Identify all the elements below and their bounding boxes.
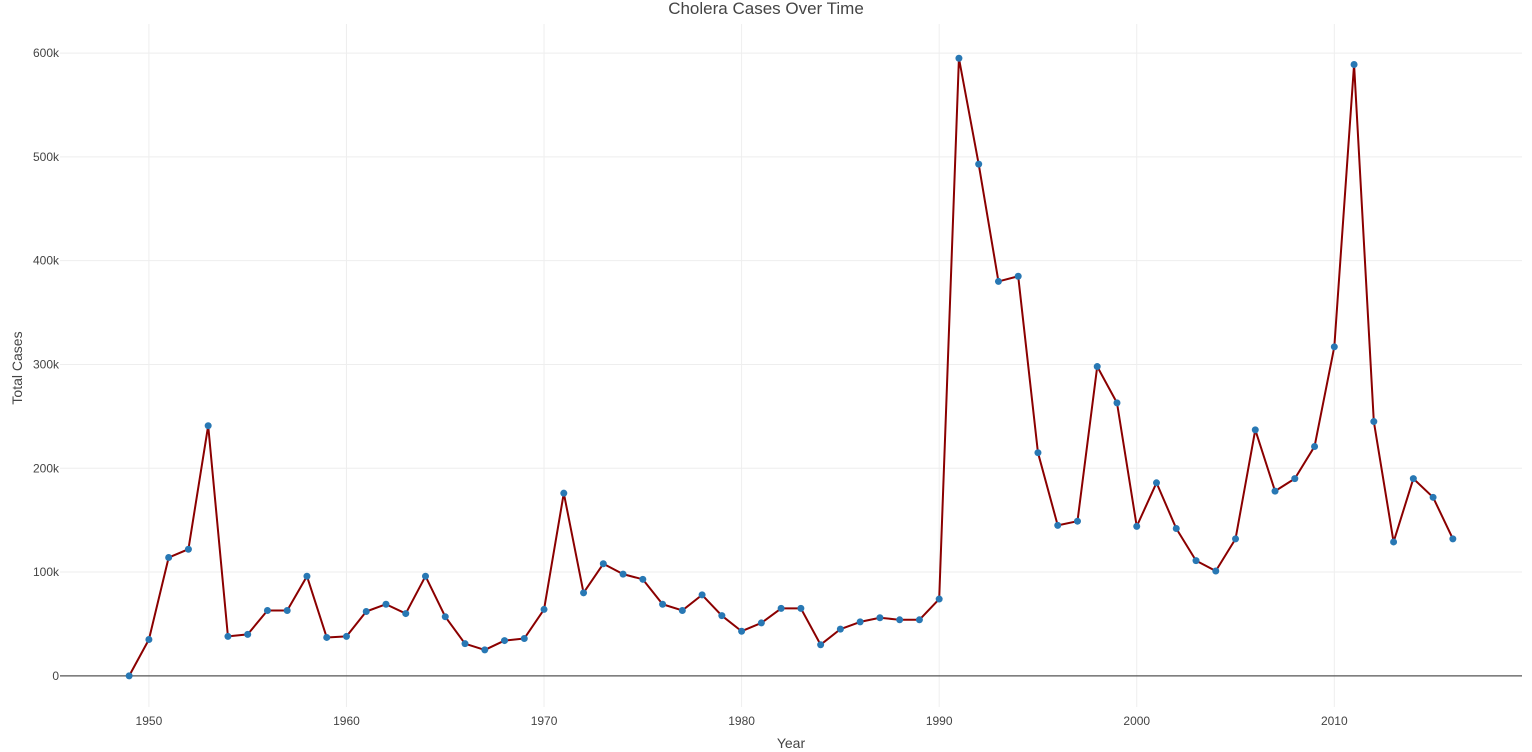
data-point [1271, 487, 1279, 495]
data-point [738, 627, 746, 635]
data-point [125, 672, 133, 680]
data-point [323, 633, 331, 641]
data-point [1153, 479, 1160, 487]
data-point [1449, 535, 1457, 543]
data-point [422, 572, 429, 580]
data-point [342, 632, 350, 640]
data-point [303, 572, 311, 580]
data-point [698, 591, 706, 599]
data-point [184, 545, 192, 553]
data-point [619, 570, 627, 578]
data-point [1291, 475, 1299, 483]
data-point [1172, 524, 1180, 532]
data-point [1350, 60, 1358, 68]
data-point [580, 589, 588, 597]
x-tick-label: 1950 [136, 714, 163, 728]
x-tick-label: 1990 [926, 714, 953, 728]
data-point [1212, 567, 1220, 575]
data-point [797, 604, 805, 612]
data-point [1311, 442, 1319, 450]
data-point [1014, 272, 1022, 280]
data-point [599, 560, 607, 568]
data-point [955, 54, 963, 62]
data-point [1251, 426, 1259, 434]
data-point [1093, 363, 1101, 371]
line-layer [128, 57, 1454, 677]
data-point [402, 610, 410, 618]
data-point [244, 630, 252, 638]
data-point [501, 637, 509, 645]
x-tick-label: 2000 [1123, 714, 1150, 728]
data-point [461, 640, 469, 648]
data-point [1133, 522, 1141, 530]
data-point [481, 646, 489, 654]
y-tick-label: 200k [33, 461, 60, 475]
x-axis-title: Year [777, 735, 806, 751]
data-point [935, 595, 943, 603]
data-point [204, 422, 212, 430]
data-point [994, 277, 1002, 285]
data-point [145, 636, 153, 644]
x-tick-label: 1960 [333, 714, 360, 728]
y-tick-label: 600k [33, 46, 60, 60]
point-layer [125, 54, 1457, 680]
data-point [757, 619, 765, 627]
data-point [836, 625, 844, 633]
y-tick-label: 300k [33, 357, 60, 371]
data-point [1390, 538, 1398, 546]
data-point [639, 575, 647, 583]
data-point [817, 641, 825, 649]
data-point [165, 554, 173, 562]
data-point [1232, 535, 1240, 543]
data-point [856, 618, 864, 626]
data-point [876, 614, 884, 622]
data-point [896, 616, 904, 624]
data-point [1330, 343, 1338, 351]
data-point [1034, 449, 1042, 457]
axis-layer: 1950 1960 1970 1980 1990 2000 2010 0 100k 200k 300… [33, 46, 1522, 728]
data-point [1409, 475, 1417, 483]
chart-title: Cholera Cases Over Time [668, 0, 864, 18]
data-point [263, 606, 271, 614]
x-tick-label: 2010 [1321, 714, 1348, 728]
y-tick-label: 100k [33, 565, 60, 579]
data-point [915, 616, 923, 624]
data-point [1370, 418, 1378, 426]
data-point [659, 600, 667, 608]
data-point [718, 612, 726, 620]
y-tick-label: 500k [33, 150, 60, 164]
data-point [560, 489, 568, 497]
series-line [128, 57, 1454, 677]
data-point [777, 604, 785, 612]
data-point [224, 632, 232, 640]
data-point [975, 160, 983, 168]
data-point [283, 606, 291, 614]
data-point [678, 606, 686, 614]
data-point [520, 634, 528, 642]
y-tick-label: 400k [33, 254, 60, 268]
data-point [540, 605, 548, 613]
y-tick-label: 0 [52, 669, 59, 683]
grid-layer [60, 24, 1522, 707]
data-point [362, 608, 370, 616]
y-axis-title: Total Cases [9, 331, 25, 404]
data-point [1113, 399, 1121, 407]
data-point [1054, 521, 1062, 529]
x-tick-label: 1980 [728, 714, 755, 728]
data-point [382, 600, 390, 608]
data-point [1192, 557, 1200, 565]
data-point [1429, 493, 1437, 501]
data-point [1073, 517, 1081, 525]
data-point [441, 613, 449, 621]
x-tick-label: 1970 [531, 714, 558, 728]
